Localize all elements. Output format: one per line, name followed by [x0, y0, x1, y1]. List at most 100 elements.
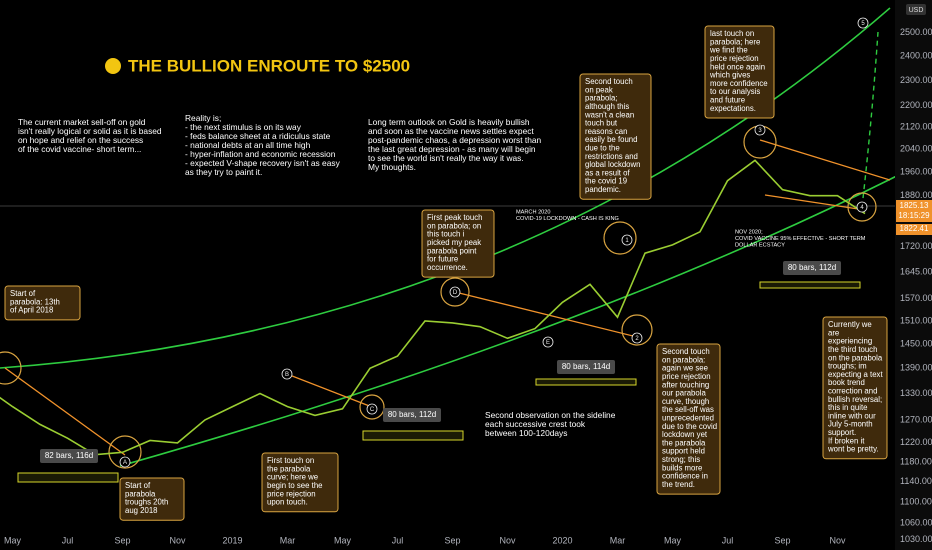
note-text: last touch on: [710, 29, 754, 38]
note-text: Currently we: [828, 320, 872, 329]
touch-circle: [847, 192, 877, 222]
range-label-box: [557, 360, 615, 374]
x-tick-label: Mar: [610, 535, 626, 545]
note-text: builds more: [662, 463, 702, 472]
note-text: we find the: [709, 46, 748, 55]
note-text: COVID VACCINE 95% EFFECTIVE - SHORT TERM: [735, 236, 866, 242]
x-tick-label: Jul: [392, 535, 404, 545]
y-tick-label: 2400.00: [900, 51, 932, 61]
x-tick-label: Nov: [499, 535, 516, 545]
marker-circle: [119, 456, 131, 468]
note-text: global lockdown: [585, 160, 640, 169]
touch-circle: [603, 221, 637, 255]
y-tick-label: 1060.00: [900, 518, 932, 528]
note-text: price rejection: [710, 54, 759, 63]
y-tick-label: 1960.00: [900, 166, 932, 176]
note-text: - feds balance sheet at a ridiculus stat…: [185, 131, 331, 141]
marker-circle: [366, 403, 378, 415]
marker-label: A: [123, 460, 127, 466]
note-text: lockdown yet: [662, 430, 708, 439]
note-text: on peak: [585, 85, 613, 94]
note-box: [822, 316, 888, 460]
note-text: - national debts at an all time high: [185, 140, 311, 150]
y-tick-label: 1390.00: [900, 363, 932, 373]
note-text: troughs 20th: [125, 498, 168, 507]
note-text: First peak touch: [427, 213, 482, 222]
note-box: [579, 73, 652, 200]
x-tick-label: Nov: [169, 535, 186, 545]
marker-circle: [449, 286, 461, 298]
note-text: touch but: [585, 119, 618, 128]
note-text: restrictions and: [585, 152, 638, 161]
range-label: 82 bars, 116d: [45, 451, 93, 460]
note-text: parabola;: [585, 94, 618, 103]
x-tick-label: Sep: [444, 535, 460, 545]
touch-circle: [440, 277, 470, 307]
marker-circle: [631, 332, 643, 344]
note-text: easily be found: [585, 135, 637, 144]
trendline: [759, 139, 891, 181]
range-label-box: [783, 261, 841, 275]
projection: [861, 31, 879, 208]
x-tick-label: Jul: [722, 535, 734, 545]
range-label: 80 bars, 112d: [788, 263, 836, 272]
range-label-box: [40, 449, 98, 463]
y-tick-label: 2120.00: [900, 121, 932, 131]
trendline: [286, 373, 373, 408]
y-tick-label: 1220.00: [900, 437, 932, 447]
note-text: - expected V-shape recovery isn't as eas…: [185, 158, 341, 168]
y-tick-label: 1510.00: [900, 315, 932, 325]
note-text: COVID-19 LOCKDOWN - CASH IS KING: [516, 216, 619, 222]
note-text: expecting a text: [828, 370, 883, 379]
note-text: book trend: [828, 378, 865, 387]
note-text: curve, though: [662, 397, 709, 406]
x-tick-label: 2020: [552, 535, 572, 545]
other-price: 1822.41: [900, 224, 929, 233]
range-label-box: [383, 408, 441, 422]
x-tick-label: Nov: [829, 535, 846, 545]
range-label: 80 bars, 112d: [388, 410, 436, 419]
marker-circle: [857, 17, 869, 29]
note-text: strong; this: [662, 455, 700, 464]
note-text: the sell-off was: [662, 405, 714, 414]
x-tick-label: 2019: [222, 535, 242, 545]
marker-label: D: [453, 290, 458, 296]
marker-circle: [754, 124, 766, 136]
chart-title: THE BULLION ENROUTE TO $2500: [128, 56, 410, 75]
x-tick-label: Sep: [114, 535, 130, 545]
note-text: The current market sell-off on gold: [18, 117, 146, 127]
note-text: occurrence.: [427, 263, 468, 272]
y-tick-label: 1450.00: [900, 339, 932, 349]
last-price-tag: [896, 200, 932, 211]
y-tick-label: 2200.00: [900, 100, 932, 110]
note-text: troughs; im: [828, 362, 867, 371]
note-text: pandemic.: [585, 185, 621, 194]
note-text: MARCH 2020: [516, 209, 551, 215]
y-tick-label: 1880.00: [900, 190, 932, 200]
note-text: the covid 19: [585, 177, 627, 186]
note-text: although this: [585, 102, 629, 111]
note-text: reasons can: [585, 127, 627, 136]
note-box: [4, 285, 81, 321]
note-text: held once again: [710, 62, 765, 71]
note-text: Start of: [10, 289, 36, 298]
note-text: Long term outlook on Gold is heavily bul…: [368, 117, 530, 127]
touch-circle: [0, 351, 22, 385]
note-text: Second touch: [662, 347, 710, 356]
note-text: First touch on: [267, 456, 314, 465]
note-text: Reality is;: [185, 113, 221, 123]
y-tick-label: 1140.00: [900, 476, 932, 486]
note-text: inline with our: [828, 411, 876, 420]
note-text: on the parabola: [828, 353, 883, 362]
note-text: - hyper-inflation and economic recession: [185, 149, 336, 159]
marker-label: B: [285, 372, 289, 378]
touch-circle: [108, 435, 142, 469]
note-text: parabola point: [427, 246, 477, 255]
marker-circle: [281, 368, 293, 380]
note-box: [261, 452, 339, 513]
range-label: 80 bars, 114d: [562, 362, 610, 371]
y-tick-label: 1570.00: [900, 293, 932, 303]
marker-label: 4: [860, 205, 864, 211]
note-text: due to the covid: [662, 422, 717, 431]
